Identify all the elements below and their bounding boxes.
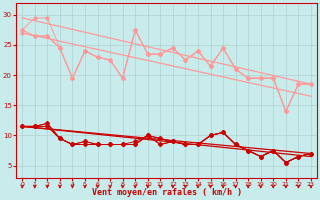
X-axis label: Vent moyen/en rafales ( km/h ): Vent moyen/en rafales ( km/h ) — [92, 188, 242, 197]
